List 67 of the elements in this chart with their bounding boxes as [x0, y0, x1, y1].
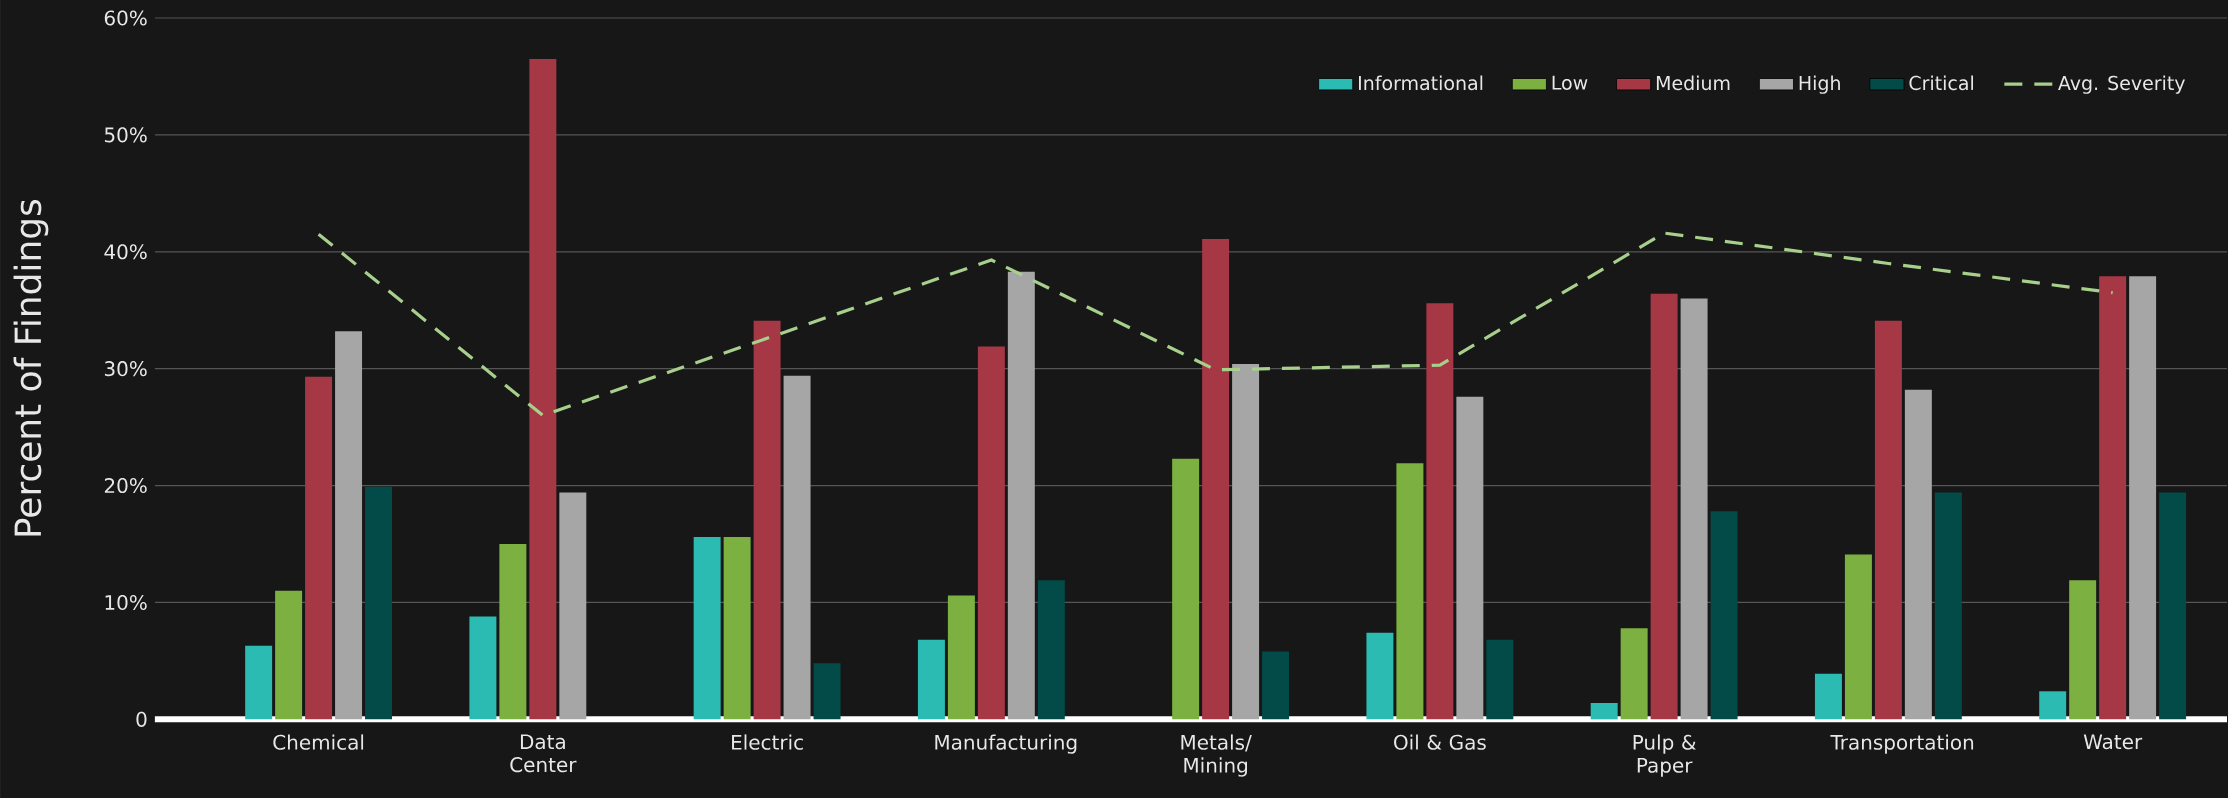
bar	[1232, 363, 1260, 720]
bar	[2159, 492, 2187, 720]
x-tick-label: Pulp & Paper	[1633, 734, 1696, 777]
bar	[693, 536, 721, 720]
bar	[783, 375, 811, 720]
legend-label: High	[1799, 75, 1840, 94]
bar	[529, 58, 557, 720]
bar	[1844, 554, 1872, 720]
bar	[1007, 271, 1035, 720]
bar	[1814, 673, 1842, 720]
bar	[365, 486, 393, 720]
bar	[753, 320, 781, 720]
bar	[2129, 276, 2157, 720]
line-series	[316, 231, 2115, 417]
bar	[917, 639, 945, 720]
x-tick-label: Chemical	[273, 734, 364, 750]
y-tick-label: 0	[136, 711, 147, 727]
bar	[977, 346, 1005, 720]
y-tick-label: 20%	[104, 477, 147, 493]
x-tick-label: Transportation	[1830, 734, 1974, 754]
bar	[2069, 580, 2097, 720]
bar	[1934, 492, 1962, 720]
bar	[813, 663, 841, 720]
x-tick-label: Water	[2083, 734, 2143, 750]
bar	[1874, 320, 1902, 720]
bar	[1486, 639, 1514, 720]
legend-label: Low	[1552, 75, 1588, 90]
y-tick-label: 10%	[105, 594, 147, 610]
bar	[2039, 691, 2067, 720]
bar	[1202, 238, 1230, 720]
legend-label: Avg. Severity	[2058, 75, 2185, 94]
x-tick-label: Data Center	[510, 734, 577, 773]
legend-label: Informational	[1358, 75, 1483, 91]
bar	[1590, 702, 1618, 720]
bar	[1426, 303, 1454, 720]
y-tick-label: 40%	[104, 244, 147, 260]
y-tick-label: 50%	[104, 127, 147, 143]
bar	[469, 616, 497, 720]
bar	[335, 331, 363, 720]
bar	[559, 492, 587, 720]
legend-label: Medium	[1656, 75, 1730, 91]
bar	[1650, 293, 1678, 720]
bar	[275, 590, 303, 720]
y-axis-title: Percent of Findings	[13, 199, 49, 536]
x-tick-label: Electric	[732, 734, 803, 750]
bar	[1037, 580, 1065, 720]
bar	[2099, 276, 2127, 720]
bar	[723, 536, 751, 720]
bar	[1262, 651, 1290, 720]
x-tick-label: Manufacturing	[935, 734, 1077, 754]
bar	[245, 645, 273, 720]
bar	[1456, 396, 1484, 720]
x-tick-label: Oil & Gas	[1394, 734, 1486, 750]
bar	[947, 595, 975, 720]
bar	[1904, 389, 1932, 720]
bar	[1680, 298, 1708, 720]
y-tick-label: 60%	[104, 10, 147, 26]
y-tick-label: 30%	[104, 360, 147, 377]
x-tick-label: Metals/ Mining	[1181, 734, 1252, 777]
bar	[1396, 463, 1424, 720]
bar	[1710, 511, 1738, 720]
bar	[1366, 632, 1394, 720]
bar	[305, 376, 333, 720]
bar	[1620, 628, 1648, 720]
bar	[1172, 458, 1200, 720]
bar	[499, 543, 527, 720]
legend-label: Critical	[1909, 75, 1974, 91]
